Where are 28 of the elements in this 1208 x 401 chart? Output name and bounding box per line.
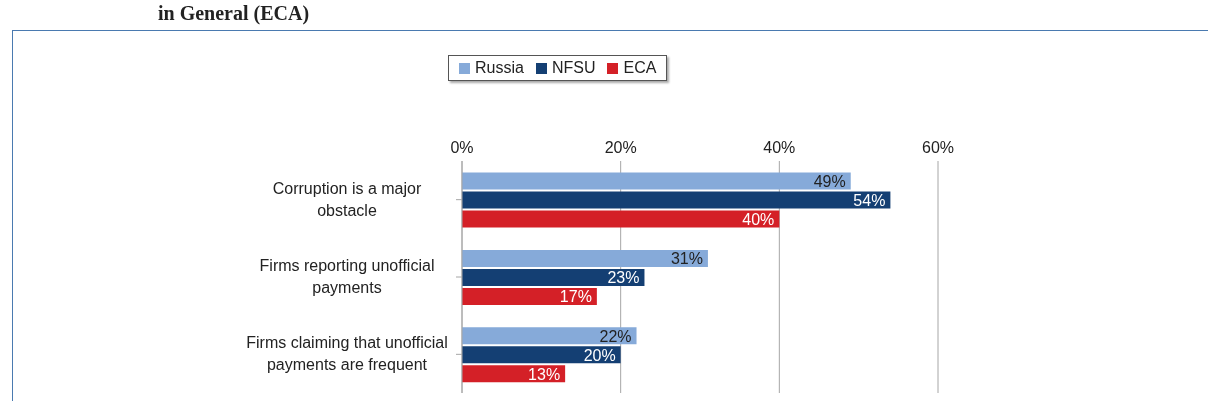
- bar: [462, 268, 645, 286]
- x-tick-label: 40%: [763, 139, 796, 156]
- legend-label: NFSU: [550, 59, 596, 77]
- data-label: 49%: [813, 173, 846, 191]
- data-label: 23%: [607, 269, 640, 287]
- y-tick-label: Corruption is a major obstacle: [272, 179, 422, 219]
- data-label: 17%: [559, 288, 592, 306]
- data-label: 20%: [583, 346, 616, 364]
- data-label: 31%: [670, 250, 703, 268]
- data-label: 40%: [742, 211, 775, 229]
- bar: [462, 346, 621, 364]
- x-tick-label: 60%: [921, 139, 955, 156]
- bar: [462, 287, 597, 305]
- y-tick-label: Firms reporting unofficial payments: [259, 257, 435, 296]
- bar: [462, 210, 780, 228]
- x-tick-label: 20%: [604, 139, 637, 156]
- legend-label: Russia: [474, 59, 524, 77]
- bar: [462, 327, 637, 345]
- x-tick-label: 0%: [450, 139, 474, 156]
- data-label: 13%: [528, 365, 561, 383]
- text: in General (ECA): [158, 2, 310, 25]
- bar: [462, 172, 851, 190]
- data-label: 54%: [853, 192, 886, 210]
- y-tick-label: Firms claiming that unofficial payments are frequent: [246, 334, 448, 374]
- bar: [462, 191, 891, 209]
- legend-label: ECA: [622, 59, 657, 77]
- bar: [462, 249, 708, 267]
- data-label: 22%: [599, 327, 632, 345]
